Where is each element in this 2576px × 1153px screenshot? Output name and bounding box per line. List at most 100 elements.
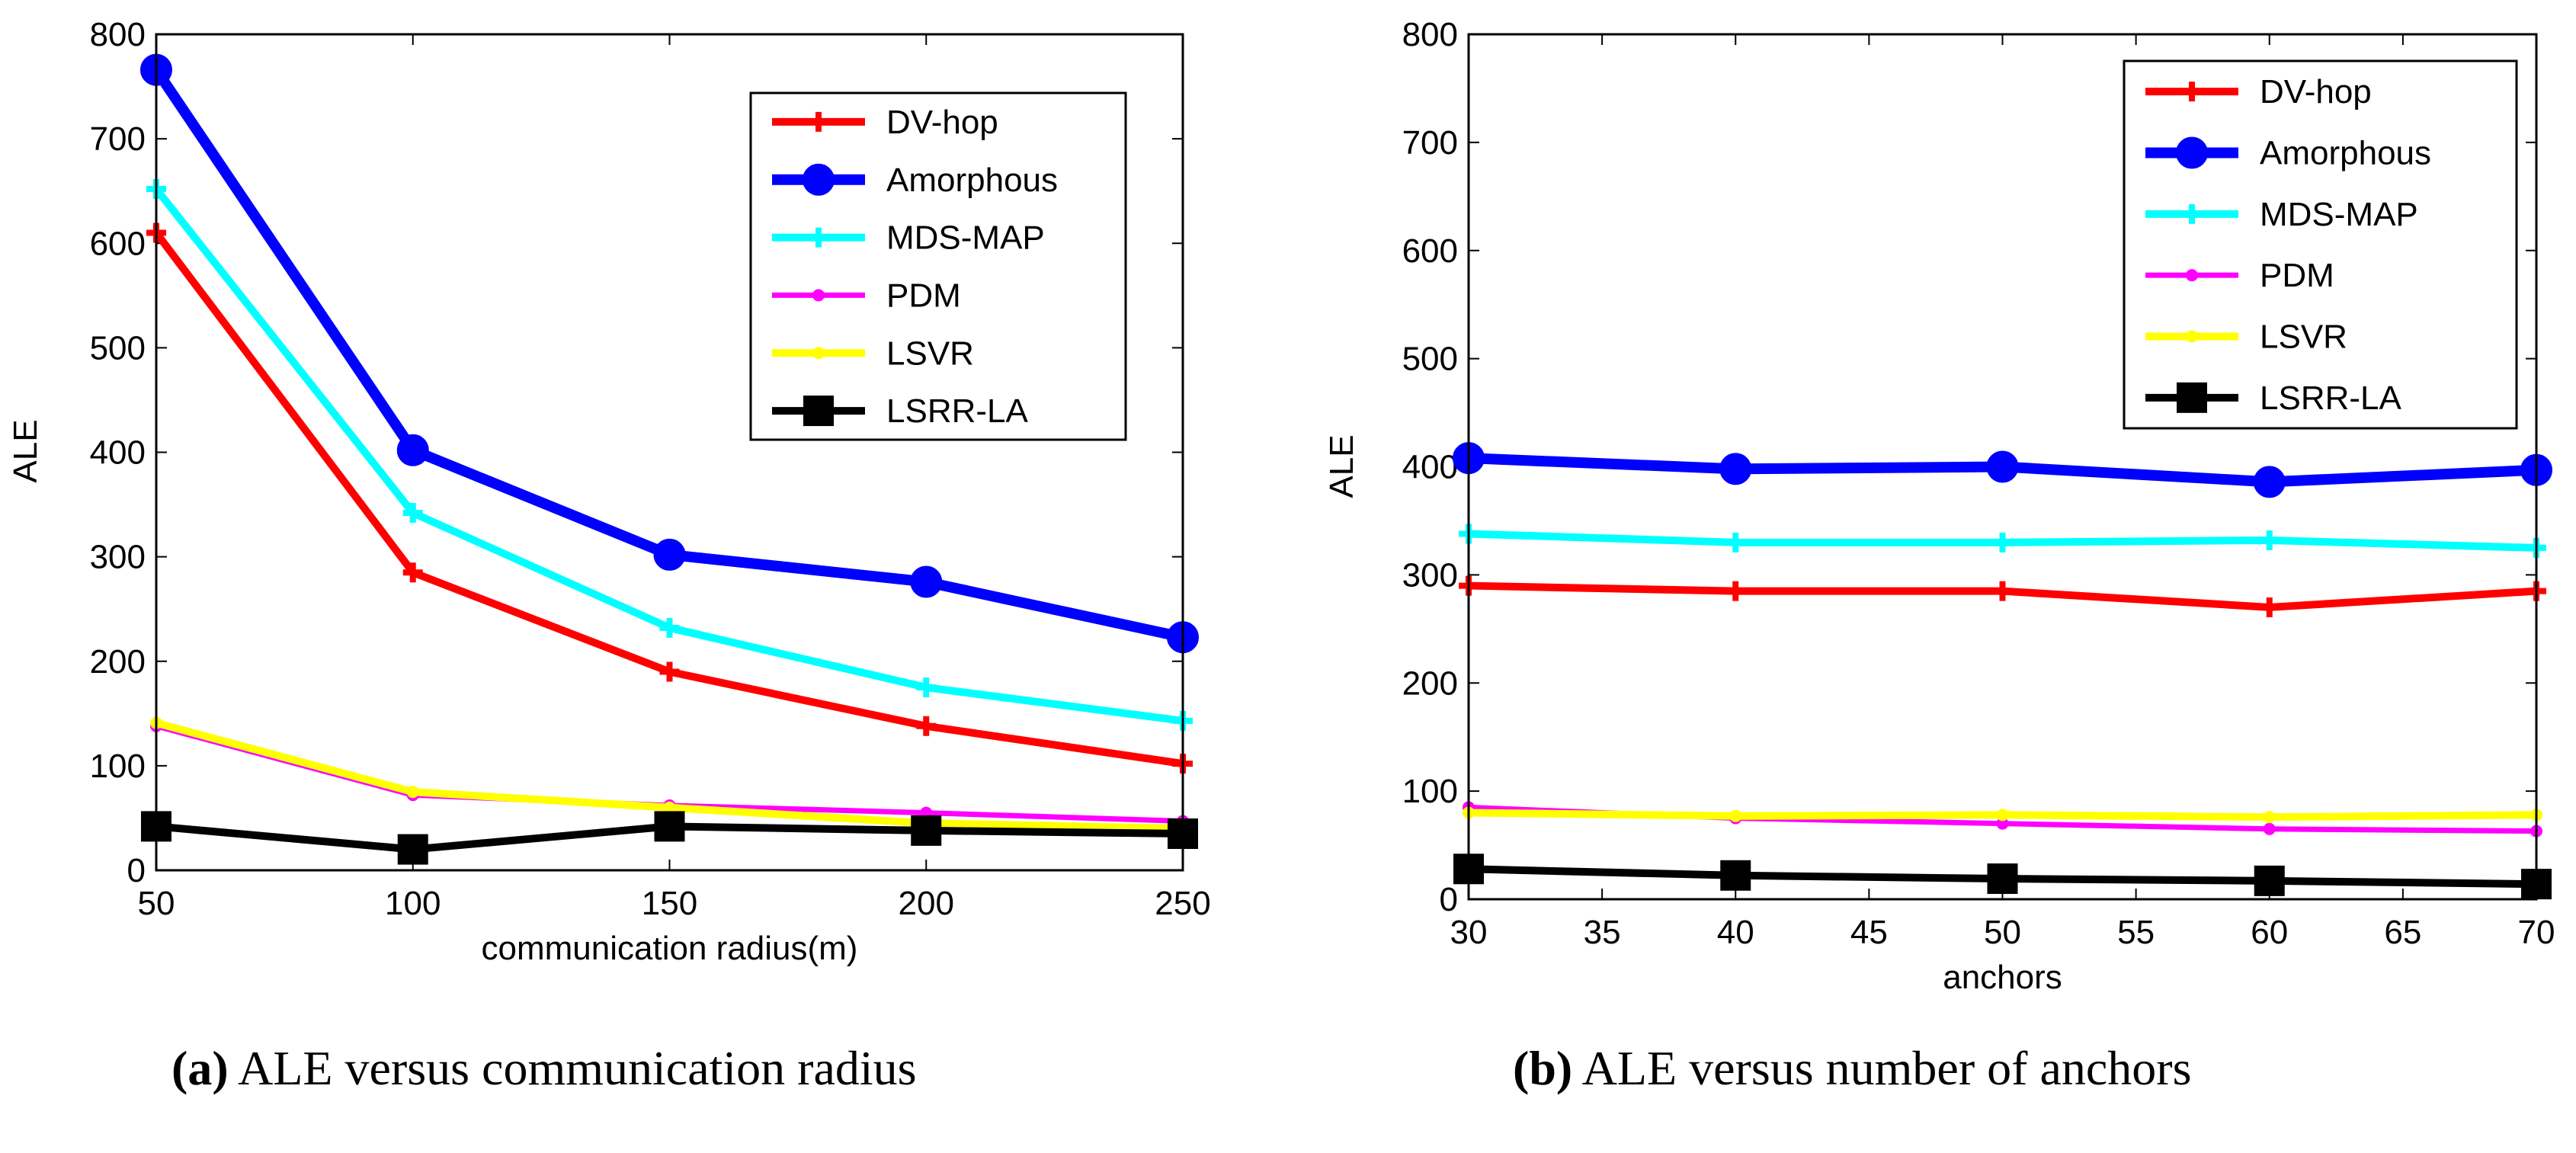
legend-label-a-amorphous: Amorphous — [886, 162, 1058, 199]
legend-label-b-mds-map: MDS-MAP — [2260, 196, 2418, 233]
point-b-dv-hop-40 — [1725, 581, 1746, 601]
point-b-lsvr-50 — [1996, 809, 2009, 822]
y-axis-label-b: ALE — [1323, 434, 1360, 498]
y-tick-label-b-800: 800 — [1402, 16, 1458, 53]
y-tick-label-a-100: 100 — [90, 748, 146, 785]
legend-marker-b-lsvr — [2186, 330, 2198, 343]
y-tick-label-b-300: 300 — [1402, 556, 1458, 594]
point-b-amorphous-40 — [1719, 453, 1752, 485]
legend-marker-b-mds-map — [2182, 203, 2202, 224]
point-a-mds-map-200 — [916, 677, 937, 698]
point-a-amorphous-100 — [396, 434, 429, 466]
legend-label-a-lsrr-la: LSRR-LA — [886, 392, 1028, 430]
caption-a-text: ALE versus communication radius — [238, 1041, 917, 1095]
y-tick-label-a-200: 200 — [90, 643, 146, 681]
plot-frame-a — [155, 33, 1184, 872]
caption-b: (b) ALE versus number of anchors — [1513, 1040, 2191, 1097]
point-a-mds-map-100 — [402, 503, 423, 524]
point-b-lsrr-la-60 — [2254, 865, 2285, 896]
y-tick-label-a-0: 0 — [127, 852, 146, 889]
legend-marker-b-dv-hop — [2182, 82, 2202, 102]
series-b-lsvr — [1463, 806, 2542, 824]
point-b-lsrr-la-40 — [1720, 860, 1751, 891]
y-tick-label-b-100: 100 — [1402, 773, 1458, 810]
point-a-dv-hop-200 — [916, 716, 937, 736]
x-tick-label-b-65: 65 — [2384, 914, 2421, 951]
x-tick-label-a-100: 100 — [385, 885, 441, 922]
y-tick-label-b-700: 700 — [1402, 124, 1458, 162]
point-b-dv-hop-50 — [1992, 581, 2013, 601]
x-tick-label-b-45: 45 — [1850, 914, 1888, 951]
legend-marker-a-lsvr — [812, 347, 825, 360]
point-b-lsrr-la-50 — [1987, 863, 2018, 895]
legend-label-b-dv-hop: DV-hop — [2260, 73, 2372, 110]
x-tick-label-b-40: 40 — [1717, 914, 1754, 951]
plot-frame-b — [1467, 33, 2538, 901]
point-b-dv-hop-60 — [2259, 597, 2280, 617]
chart-b: 30 35 40 45 50 55 60 65 700100200300400500600700… — [1323, 16, 2555, 996]
chart-a: 50 100 150 200 250 0 100 200 300 400 500 600 700 800 c… — [7, 16, 1211, 967]
x-tick-label-a-150: 150 — [642, 885, 697, 922]
y-tick-label-a-700: 700 — [90, 120, 146, 158]
legend-marker-b-pdm — [2186, 269, 2198, 282]
legend-b: DV-hop Amorphous MDS-MAP PDM LSVR LSRR-LA — [2123, 59, 2518, 430]
x-tick-label-b-50: 50 — [1984, 914, 2021, 951]
point-a-amorphous-200 — [910, 565, 943, 598]
point-a-lsrr-la-200 — [911, 815, 942, 846]
caption-b-label: (b) — [1513, 1041, 1573, 1095]
legend-box-b — [2123, 59, 2518, 430]
series-a-amorphous — [140, 53, 1199, 654]
x-tick-label-b-55: 55 — [2117, 914, 2155, 951]
point-a-mds-map-150 — [659, 617, 680, 638]
x-tick-label-a-200: 200 — [899, 885, 954, 922]
legend-label-b-amorphous: Amorphous — [2260, 135, 2431, 172]
x-tick-label-b-30: 30 — [1450, 914, 1488, 951]
legend-label-a-lsvr: LSVR — [886, 335, 974, 372]
point-a-lsrr-la-100 — [397, 834, 428, 865]
legend-label-b-lsrr-la: LSRR-LA — [2260, 380, 2401, 417]
caption-b-text: ALE versus number of anchors — [1581, 1041, 2192, 1095]
y-axis-label-a: ALE — [7, 419, 44, 482]
y-tick-label-a-500: 500 — [90, 329, 146, 367]
legend-box-a — [749, 91, 1127, 441]
y-tick-label-a-300: 300 — [90, 539, 146, 576]
legend-label-a-pdm: PDM — [886, 277, 961, 314]
legend-label-a-mds-map: MDS-MAP — [886, 219, 1045, 257]
legend-marker-a-amorphous — [803, 163, 835, 196]
y-tick-label-b-400: 400 — [1402, 449, 1458, 486]
legend-label-b-lsvr: LSVR — [2260, 319, 2347, 356]
x-tick-label-b-60: 60 — [2251, 914, 2288, 951]
legend-marker-b-amorphous — [2176, 136, 2208, 169]
y-tick-label-a-400: 400 — [90, 434, 146, 472]
legend-marker-a-mds-map — [809, 227, 828, 248]
point-a-lsrr-la-150 — [654, 811, 685, 842]
x-tick-label-a-250: 250 — [1155, 885, 1210, 922]
x-axis-label-a: communication radius(m) — [482, 930, 858, 967]
point-a-dv-hop-150 — [659, 661, 680, 682]
point-b-amorphous-60 — [2253, 466, 2286, 498]
point-b-mds-map-50 — [1992, 532, 2013, 552]
y-tick-label-b-600: 600 — [1402, 232, 1458, 270]
legend-marker-a-dv-hop — [809, 111, 828, 132]
caption-a-label: (a) — [171, 1041, 229, 1095]
legend-a: DV-hop Amorphous MDS-MAP PDM LSVR LSRR-LA — [749, 91, 1127, 441]
x-tick-label-b-35: 35 — [1584, 914, 1621, 951]
legend-label-a-dv-hop: DV-hop — [886, 104, 998, 141]
series-b-amorphous — [1453, 442, 2552, 498]
legend-marker-a-lsrr-la — [803, 396, 834, 427]
point-a-amorphous-150 — [653, 538, 686, 571]
point-a-lsvr-100 — [406, 786, 419, 799]
point-b-mds-map-60 — [2259, 530, 2280, 550]
legend-marker-a-pdm — [812, 289, 825, 302]
point-b-lsvr-40 — [1729, 809, 1742, 822]
point-b-lsvr-60 — [2263, 811, 2276, 824]
y-tick-label-b-500: 500 — [1402, 341, 1458, 378]
y-tick-label-b-0: 0 — [1440, 881, 1458, 918]
point-b-mds-map-40 — [1725, 532, 1746, 552]
series-b-lsrr-la — [1453, 854, 2552, 900]
y-tick-label-b-200: 200 — [1402, 665, 1458, 702]
legend-label-b-pdm: PDM — [2260, 257, 2334, 294]
y-tick-label-a-800: 800 — [90, 16, 146, 53]
x-tick-label-a-50: 50 — [138, 885, 175, 922]
